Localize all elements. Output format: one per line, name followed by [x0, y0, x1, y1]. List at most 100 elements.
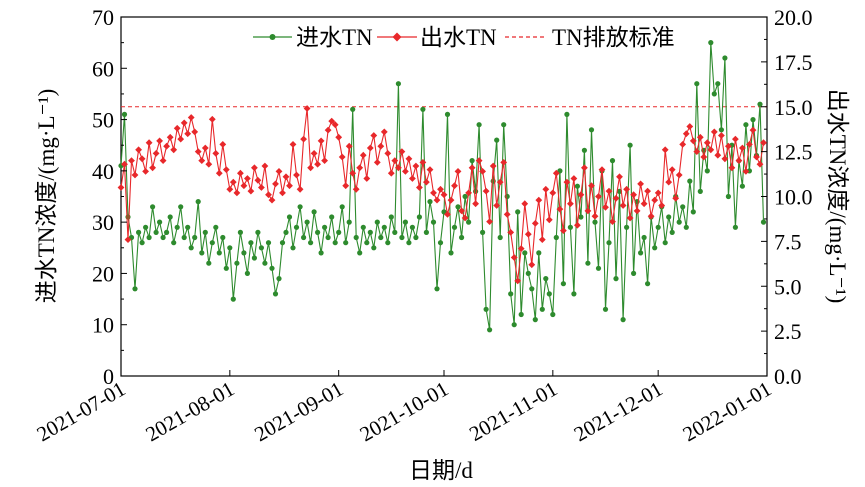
inflow-data-point: [343, 240, 349, 246]
inflow-data-point: [595, 265, 602, 271]
outflow-data-point: [419, 159, 427, 166]
outflow-data-point: [465, 189, 472, 197]
inflow-data-point: [388, 214, 394, 220]
inflow-data-point: [402, 219, 408, 225]
inflow-data-point: [725, 193, 732, 200]
outflow-data-point: [510, 254, 518, 261]
inflow-data-point: [209, 240, 215, 246]
inflow-data-point: [676, 219, 682, 225]
outflow-data-point: [577, 191, 585, 199]
inflow-data-point: [652, 245, 658, 251]
inflow-data-point: [199, 250, 205, 256]
outflow-data-point: [707, 146, 715, 154]
inflow-data-point: [487, 327, 493, 333]
outflow-data-point: [742, 168, 750, 175]
outflow-data-point: [612, 194, 620, 202]
outflow-data-point: [201, 144, 209, 152]
inflow-data-point: [483, 306, 489, 312]
inflow-data-point: [444, 111, 451, 117]
outflow-data-point: [310, 150, 318, 157]
outflow-data-point: [124, 236, 132, 243]
outflow-data-point: [300, 135, 307, 143]
outflow-data-point: [261, 162, 269, 170]
x-tick-label: 2021-08-01: [141, 377, 238, 447]
inflow-data-point: [494, 137, 500, 143]
outflow-data-point: [272, 180, 279, 188]
outflow-data-point: [405, 155, 413, 163]
inflow-data-point: [655, 224, 661, 230]
outflow-data-point: [545, 216, 553, 224]
x-tick-label: 2021-12-01: [570, 377, 667, 447]
y-right-tick-label: 12.5: [774, 140, 813, 165]
inflow-data-point: [237, 229, 243, 235]
outflow-data-point: [735, 157, 743, 164]
outflow-data-point: [581, 164, 588, 172]
outflow-data-point: [661, 146, 669, 154]
outflow-data-point: [398, 148, 406, 155]
inflow-data-point: [283, 229, 289, 235]
outflow-data-point: [166, 133, 174, 141]
legend-item-outflow: 出水TN: [377, 25, 497, 50]
outflow-data-point: [289, 141, 297, 148]
outflow-data-point: [208, 115, 216, 123]
y-right-tick-label: 5.0: [774, 274, 802, 299]
inflow-data-point: [406, 240, 412, 246]
outflow-data-point: [552, 169, 560, 177]
inflow-data-point: [395, 81, 401, 87]
inflow-data-point: [750, 117, 756, 123]
inflow-data-point: [480, 229, 486, 235]
inflow-data-point: [188, 245, 194, 251]
outflow-data-point: [595, 193, 602, 200]
legend-outflow-marker: [392, 32, 402, 42]
inflow-data-point: [732, 224, 739, 230]
outflow-data-point: [454, 168, 462, 175]
inflow-data-point: [613, 276, 619, 282]
inflow-data-point: [223, 265, 229, 271]
outflow-data-point: [303, 105, 311, 112]
inflow-data-point: [645, 281, 651, 287]
axes-layer: 0 10 20 30 40 50 60 70 0.0 2.5 5.0 7.5 10.0 12.5 15.0 1…: [33, 5, 813, 446]
outflow-data-point: [184, 130, 192, 138]
outflow-data-point: [556, 205, 564, 213]
inflow-data-point: [318, 250, 324, 256]
inflow-data-point: [164, 229, 170, 235]
y-right-tick-label: 15.0: [774, 95, 813, 120]
inflow-data-point: [602, 306, 609, 312]
outflow-data-point: [461, 214, 469, 222]
outflow-data-point: [380, 128, 388, 136]
inflow-data-point: [497, 234, 503, 241]
inflow-data-point: [536, 250, 542, 256]
inflow-data-point: [680, 204, 686, 210]
outflow-data-point: [626, 214, 634, 222]
inflow-data-point: [213, 224, 219, 230]
inflow-data-point: [631, 270, 637, 276]
inflow-data-point: [329, 214, 335, 220]
outflow-data-point: [689, 137, 697, 145]
inflow-data-point: [567, 224, 574, 230]
outflow-data-point: [665, 178, 673, 186]
inflow-data-point: [206, 260, 212, 266]
outflow-data-point: [426, 166, 434, 173]
outflow-data-point: [542, 185, 550, 193]
outflow-data-point: [423, 178, 430, 186]
inflow-data-point: [469, 158, 475, 164]
y-right-tick-label: 20.0: [774, 5, 813, 30]
inflow-data-point: [522, 250, 528, 256]
inflow-data-point: [437, 240, 444, 246]
outflow-data-point: [605, 187, 613, 195]
inflow-data-point: [638, 250, 644, 256]
outflow-data-point: [514, 277, 522, 285]
outflow-data-point: [703, 139, 711, 147]
outflow-data-point: [479, 168, 486, 175]
inflow-data-point: [624, 224, 630, 230]
inflow-data-point: [272, 291, 279, 297]
x-tick-label: 2022-01-01: [679, 377, 776, 447]
inflow-data-point: [666, 214, 672, 220]
inflow-data-point: [620, 317, 626, 323]
outflow-data-point: [244, 175, 251, 182]
outflow-data-point: [138, 155, 146, 163]
outflow-data-point: [640, 200, 648, 208]
outflow-data-point: [531, 220, 539, 227]
inflow-data-point: [553, 234, 559, 241]
inflow-data-point: [476, 122, 482, 128]
